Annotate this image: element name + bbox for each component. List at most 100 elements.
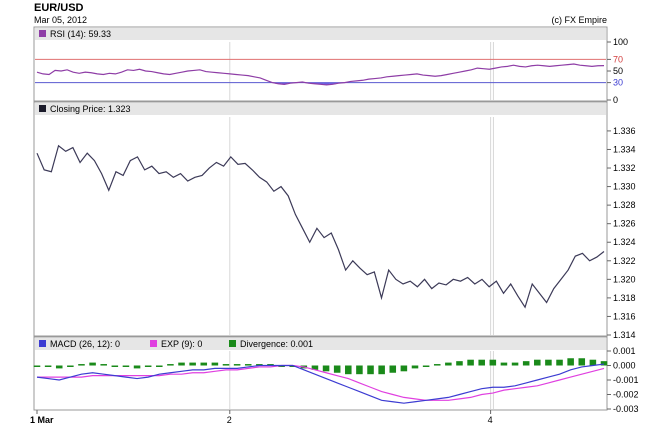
divergence-bar xyxy=(278,365,285,367)
divergence-bar xyxy=(345,365,352,375)
price-tick-label: 1.318 xyxy=(613,293,636,303)
exp-line xyxy=(37,364,605,401)
divergence-bar xyxy=(311,365,319,370)
macd-tick-label: -0.003 xyxy=(613,404,639,414)
rsi-tick-label: 30 xyxy=(613,78,623,88)
divergence-bar xyxy=(289,365,296,367)
rsi-legend-label: RSI (14): 59.33 xyxy=(50,29,111,39)
divergence-bar xyxy=(178,362,185,366)
divergence-bar xyxy=(333,365,341,373)
price-tick-label: 1.328 xyxy=(613,200,636,210)
macd-legend-label: MACD (26, 12): 0 xyxy=(50,339,120,349)
divergence-bar xyxy=(522,361,530,366)
copyright: (c) FX Empire xyxy=(551,15,607,25)
divergence-bar xyxy=(267,364,274,366)
divergence-bar xyxy=(422,365,430,367)
x-axis: 1 Mar 2 4 xyxy=(30,409,607,425)
divergence-bar xyxy=(511,362,519,366)
rsi-tick-label: 0 xyxy=(613,95,618,105)
price-legend-label: Closing Price: 1.323 xyxy=(50,104,131,114)
divergence-legend-swatch xyxy=(229,340,236,347)
divergence-bar xyxy=(33,365,41,367)
divergence-bar xyxy=(600,361,608,366)
divergence-bar xyxy=(389,365,397,373)
divergence-legend-label: Divergence: 0.001 xyxy=(240,339,313,349)
divergence-bar xyxy=(500,362,508,366)
divergence-bar xyxy=(200,362,208,366)
macd-tick-label: 0.000 xyxy=(613,361,636,371)
rsi-tick-label: 50 xyxy=(613,66,623,76)
price-tick-label: 1.334 xyxy=(613,144,636,154)
divergence-bar xyxy=(378,365,385,375)
divergence-bar xyxy=(233,364,241,366)
divergence-bar xyxy=(111,365,119,367)
divergence-bar xyxy=(578,358,586,366)
price-grid xyxy=(229,117,494,335)
divergence-bar xyxy=(567,358,574,366)
macd-y-ticks: 0.001 0.000 -0.001 -0.002 -0.003 xyxy=(607,346,639,414)
divergence-bar xyxy=(545,359,552,366)
divergence-bar xyxy=(467,359,474,366)
divergence-bar xyxy=(411,365,419,369)
divergence-bar xyxy=(244,364,252,366)
macd-tick-label: -0.002 xyxy=(613,390,639,400)
macd-tick-label: -0.001 xyxy=(613,375,639,385)
divergence-bar xyxy=(433,364,441,366)
divergence-bar xyxy=(122,365,130,367)
divergence-bar xyxy=(133,365,141,369)
rsi-line xyxy=(36,63,605,86)
rsi-panel: RSI (14): 59.33 0 30 50 70 100 xyxy=(33,26,628,105)
price-y-ticks: 1.314 1.316 1.318 1.320 1.322 1.324 1.326 1.328… xyxy=(607,126,636,340)
rsi-legend-bar xyxy=(35,28,606,40)
x-tick-label: 1 Mar xyxy=(30,415,54,425)
chart-title: EUR/USD xyxy=(34,2,84,14)
price-legend-bar xyxy=(35,103,606,115)
divergence-bar xyxy=(189,362,196,366)
divergence-bar xyxy=(456,361,463,366)
price-tick-label: 1.322 xyxy=(613,256,636,266)
macd-panel: MACD (26, 12): 0 EXP (9): 0 Divergence: … xyxy=(33,336,639,414)
divergence-bar xyxy=(445,362,452,366)
macd-legend-bar xyxy=(35,338,606,350)
divergence-bar xyxy=(89,362,96,366)
price-tick-label: 1.324 xyxy=(613,237,636,247)
divergence-bar xyxy=(211,362,219,366)
macd-legend-swatch xyxy=(39,340,46,347)
price-legend-swatch xyxy=(39,105,46,112)
divergence-bar xyxy=(322,365,330,372)
price-panel: Closing Price: 1.323 1.314 1.316 1.318 1.32… xyxy=(33,101,636,340)
divergence-bar xyxy=(222,364,230,366)
rsi-y-ticks: 0 30 50 70 100 xyxy=(607,37,628,105)
price-tick-label: 1.320 xyxy=(613,274,636,284)
price-panel-frame xyxy=(33,101,608,337)
divergence-bar xyxy=(167,364,174,366)
divergence-bar xyxy=(534,359,541,366)
rsi-tick-label: 100 xyxy=(613,37,628,47)
divergence-bar xyxy=(489,359,497,366)
x-tick-label: 4 xyxy=(488,415,493,425)
divergence-bar xyxy=(556,359,563,366)
exp-legend-swatch xyxy=(150,340,157,347)
macd-tick-label: 0.001 xyxy=(613,346,636,356)
divergence-bar xyxy=(44,365,52,367)
divergence-bar xyxy=(78,364,85,366)
chart-date: Mar 05, 2012 xyxy=(34,15,88,25)
divergence-bar xyxy=(589,359,597,366)
exp-legend-label: EXP (9): 0 xyxy=(161,339,202,349)
rsi-tick-label: 70 xyxy=(613,54,623,64)
x-tick-label: 2 xyxy=(227,415,232,425)
divergence-bar xyxy=(55,365,63,369)
price-tick-label: 1.314 xyxy=(613,330,636,340)
divergence-bar xyxy=(356,365,363,375)
price-tick-label: 1.336 xyxy=(613,126,636,136)
price-tick-label: 1.332 xyxy=(613,163,636,173)
price-tick-label: 1.330 xyxy=(613,182,636,192)
divergence-bar xyxy=(144,365,152,367)
price-tick-label: 1.316 xyxy=(613,311,636,321)
divergence-bar xyxy=(67,365,74,367)
divergence-bar xyxy=(478,359,485,366)
price-line xyxy=(36,144,605,309)
divergence-bar xyxy=(367,365,374,375)
divergence-bar xyxy=(100,364,107,366)
